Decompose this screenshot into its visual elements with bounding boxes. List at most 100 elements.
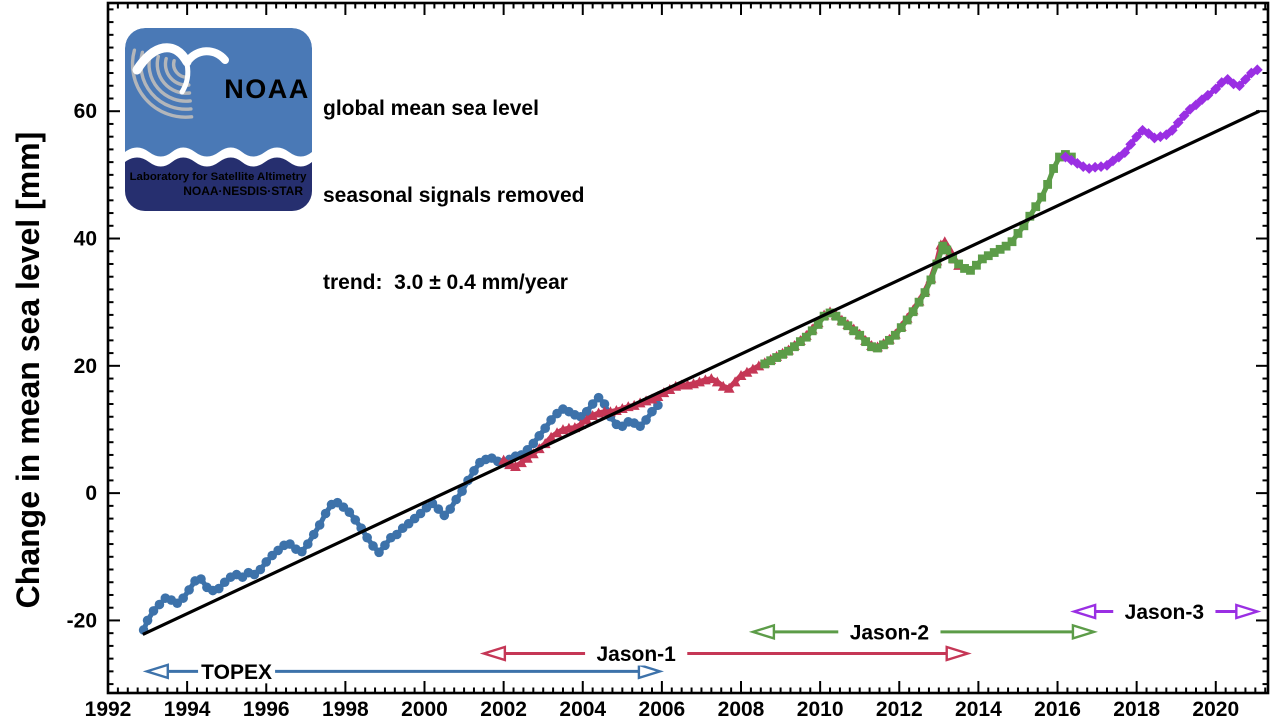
data-point-jason-2: [920, 288, 930, 298]
mission-arrowhead-left-topex: [142, 663, 169, 680]
x-axis-label: 2016: [1034, 698, 1081, 720]
data-point-jason-3: [1190, 99, 1202, 111]
data-point-jason-2: [1031, 202, 1041, 212]
data-point-topex: [154, 599, 165, 610]
data-point-topex: [297, 546, 307, 557]
data-point-jason-2: [813, 320, 823, 329]
mission-arrowhead-right-jason-1: [945, 645, 972, 662]
data-point-jason-3: [1196, 94, 1208, 106]
data-point-topex: [546, 415, 556, 425]
data-point-jason-1: [551, 427, 563, 438]
data-point-jason-1: [729, 376, 741, 387]
data-point-jason-1: [498, 454, 510, 465]
mission-arrowhead-left-jason-3: [1070, 603, 1097, 620]
data-point-topex: [255, 564, 266, 575]
data-point-jason-2: [831, 311, 841, 321]
data-point-jason-3: [1119, 147, 1131, 158]
mission-label-topex: TOPEX: [201, 661, 272, 684]
data-point-jason-3: [1095, 161, 1107, 172]
data-point-jason-3: [1240, 73, 1251, 85]
data-point-jason-2: [1043, 180, 1053, 189]
data-point-jason-2: [861, 337, 871, 347]
data-point-topex: [439, 510, 450, 521]
data-point-jason-3: [1251, 64, 1263, 76]
mission-label-bg-topex: [198, 659, 276, 684]
data-point-jason-2: [766, 356, 776, 366]
data-point-jason-2: [867, 342, 876, 352]
data-point-topex: [350, 515, 361, 525]
data-point-jason-1: [545, 431, 557, 442]
y-axis-label: 20: [74, 355, 97, 378]
data-point-jason-2: [795, 337, 805, 347]
noaa-logo-sea: [125, 157, 312, 211]
mission-label-jason-2: Jason-2: [850, 621, 929, 644]
data-point-jason-1: [510, 460, 521, 471]
y-axis-label: 60: [74, 100, 97, 123]
seagull-icon: [132, 43, 229, 95]
mission-label-jason-1: Jason-1: [596, 643, 676, 666]
data-point-jason-2: [1049, 164, 1058, 173]
data-point-jason-3: [1089, 161, 1101, 173]
x-axis-label: 2002: [480, 698, 527, 720]
data-point-topex: [445, 504, 456, 514]
x-axis-label: 1998: [322, 698, 369, 720]
y-axis-title: Change in mean sea level [mm]: [10, 131, 46, 609]
data-point-topex: [261, 557, 272, 567]
data-point-jason-2: [948, 254, 958, 264]
data-point-jason-1: [711, 376, 723, 387]
annotation-trend: trend: 3.0 ± 0.4 mm/year: [323, 271, 568, 294]
data-point-jason-2: [983, 251, 993, 261]
noaa-logo-lab-line2: NOAA·NESDIS·STAR: [183, 184, 303, 198]
x-axis-label: 2000: [401, 698, 448, 720]
data-point-jason-2: [914, 297, 924, 307]
data-point-jason-3: [1234, 80, 1245, 92]
data-point-jason-2: [890, 330, 900, 340]
data-point-jason-2: [778, 349, 787, 359]
x-axis-label: 2006: [639, 698, 686, 720]
y-axis-label: 40: [74, 228, 97, 251]
mission-label-bg-jason-2: [838, 619, 941, 644]
data-point-jason-2: [884, 335, 894, 345]
data-point-topex: [540, 423, 550, 434]
data-point-topex: [581, 406, 592, 417]
series-line-jason-3: [1062, 67, 1260, 171]
data-point-topex: [380, 540, 390, 551]
data-point-topex: [344, 507, 355, 518]
x-axis-label: 2004: [559, 698, 606, 720]
annotation-title: global mean sea level: [323, 97, 539, 120]
data-point-jason-1: [705, 373, 717, 384]
data-point-topex: [320, 508, 331, 519]
data-point-topex: [178, 593, 188, 603]
data-point-jason-2: [966, 265, 975, 275]
data-point-jason-2: [807, 326, 817, 336]
data-point-jason-3: [1143, 128, 1154, 139]
data-point-topex: [368, 541, 378, 551]
data-point-jason-1: [646, 393, 658, 404]
data-point-topex: [314, 520, 325, 530]
data-point-jason-1: [527, 448, 539, 459]
data-point-jason-2: [1007, 237, 1017, 247]
data-point-topex: [593, 392, 604, 403]
data-point-jason-2: [760, 359, 770, 369]
data-point-topex: [469, 466, 479, 476]
annotation-subtitle: seasonal signals removed: [323, 184, 585, 207]
data-point-topex: [374, 547, 384, 558]
x-axis-label: 1992: [85, 698, 132, 720]
data-point-jason-2: [855, 330, 865, 340]
data-point-jason-2: [784, 346, 793, 356]
mission-label-bg-jason-1: [585, 641, 688, 666]
data-point-jason-2: [902, 315, 912, 325]
data-point-jason-3: [1060, 151, 1071, 163]
data-point-jason-2: [1037, 192, 1047, 202]
data-point-topex: [647, 406, 657, 417]
mission-arrowhead-left-jason-2: [748, 623, 776, 641]
data-point-jason-1: [652, 390, 664, 401]
data-point-topex: [528, 438, 539, 449]
data-point-jason-2: [873, 343, 882, 353]
data-point-jason-2: [1055, 152, 1064, 162]
data-point-topex: [392, 529, 402, 540]
data-point-topex: [451, 494, 461, 505]
data-point-jason-2: [1025, 211, 1035, 221]
data-point-jason-2: [1013, 229, 1023, 238]
